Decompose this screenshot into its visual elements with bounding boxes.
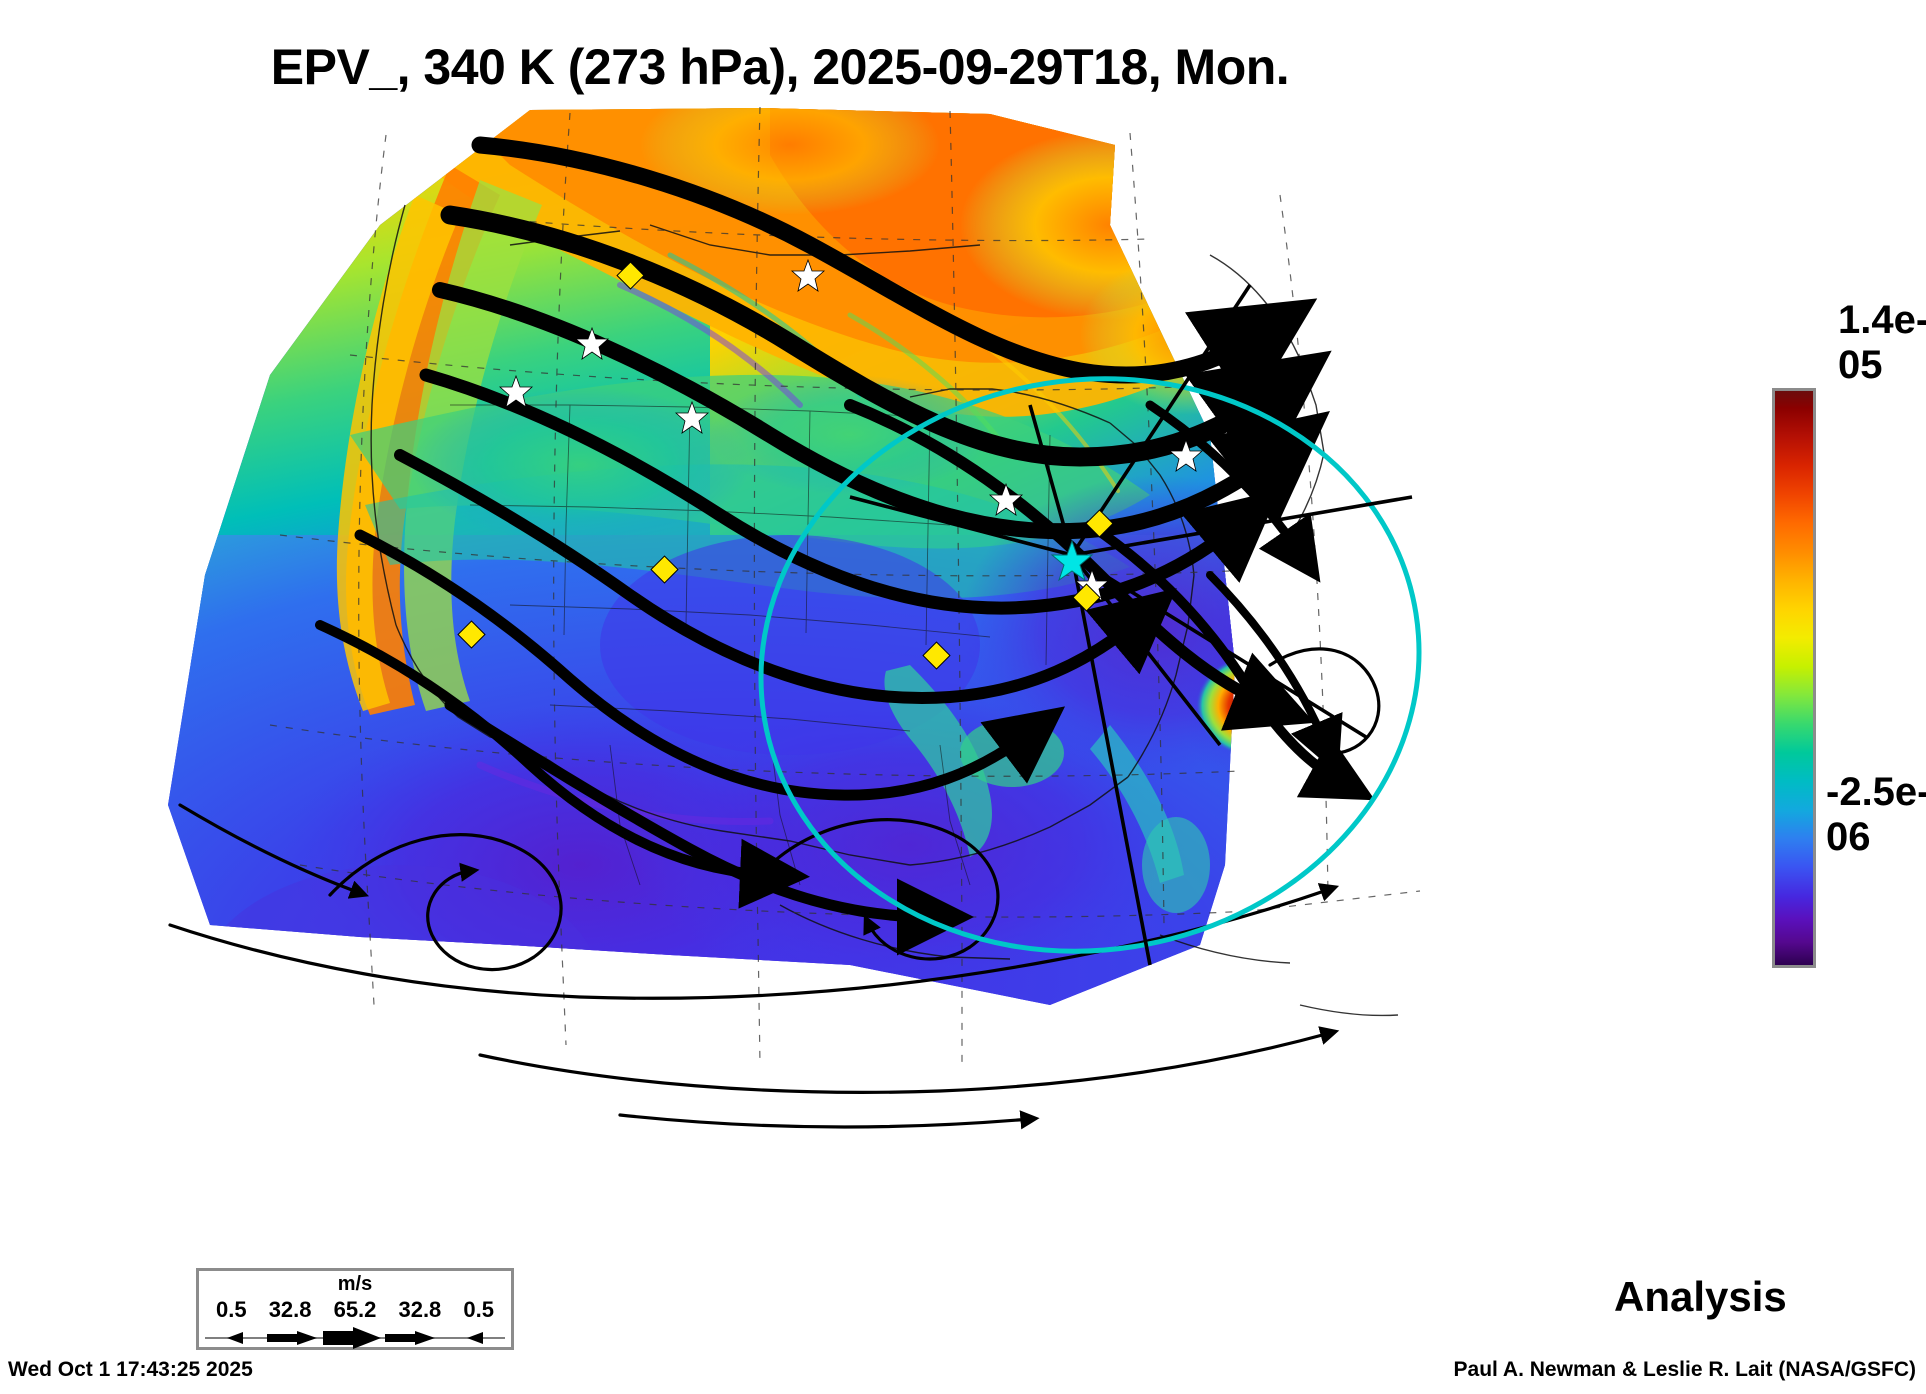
station-markers[interactable] xyxy=(498,258,1204,602)
wind-speed-legend: m/s 0.5 32.8 65.2 32.8 0.5 xyxy=(196,1268,514,1350)
analysis-label: Analysis xyxy=(1614,1273,1787,1320)
generation-timestamp: Wed Oct 1 17:43:25 2025 xyxy=(8,1358,253,1381)
radial-tracks xyxy=(849,284,1413,966)
map-panel[interactable] xyxy=(150,105,1440,1165)
author-credit: Paul A. Newman & Leslie R. Lait (NASA/GS… xyxy=(1453,1358,1916,1381)
primary-site-marker[interactable] xyxy=(1050,539,1094,582)
wind-streamlines-light xyxy=(168,647,1381,1130)
wind-legend-unit: m/s xyxy=(337,1273,373,1295)
site-markers[interactable] xyxy=(457,261,1114,670)
wind-legend-value-1: 0.5 xyxy=(216,1297,247,1322)
wind-legend-value-4: 32.8 xyxy=(398,1297,442,1322)
wind-legend-values: 0.5 32.8 65.2 32.8 0.5 xyxy=(199,1297,511,1323)
wind-legend-value-5: 0.5 xyxy=(463,1297,494,1322)
epv-map[interactable] xyxy=(150,105,1440,1165)
colorbar-min-label: -2.5e-06 xyxy=(1826,770,1926,859)
colorbar-max-label: 1.4e-05 xyxy=(1838,298,1926,387)
range-ring xyxy=(758,376,1422,954)
wind-legend-value-3: 65.2 xyxy=(333,1297,377,1322)
wind-legend-value-2: 32.8 xyxy=(268,1297,312,1322)
wind-legend-arrows xyxy=(205,1327,505,1349)
page-title: EPV_, 340 K (273 hPa), 2025-09-29T18, Mo… xyxy=(270,39,1290,95)
colorbar xyxy=(1772,388,1816,968)
